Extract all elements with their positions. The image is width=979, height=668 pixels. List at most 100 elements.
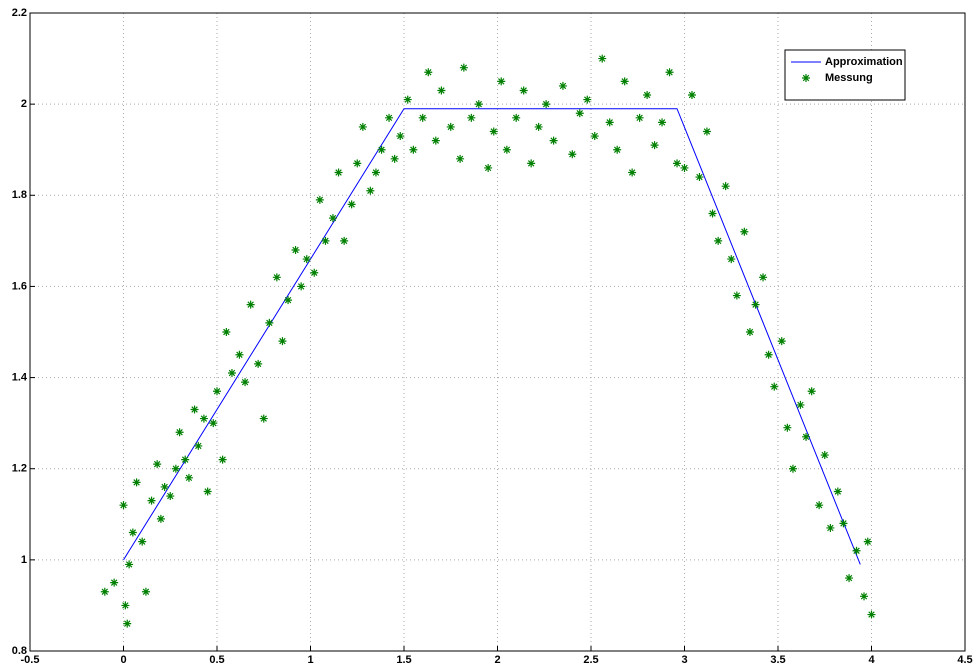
measurement-point bbox=[474, 100, 483, 109]
measurement-point bbox=[542, 100, 551, 109]
measurement-point bbox=[246, 300, 255, 309]
measurement-point bbox=[732, 291, 741, 300]
measurement-point bbox=[721, 182, 730, 191]
measurement-point bbox=[265, 318, 274, 327]
legend-label: Approximation bbox=[825, 56, 903, 68]
y-tick-label: 0.8 bbox=[12, 645, 27, 657]
measurement-point bbox=[759, 273, 768, 282]
measurement-point bbox=[396, 132, 405, 141]
x-tick-label: 3 bbox=[681, 654, 687, 666]
measurement-point bbox=[358, 122, 367, 131]
measurement-point bbox=[777, 337, 786, 346]
measurement-point bbox=[558, 81, 567, 90]
legend-box bbox=[784, 49, 906, 101]
measurement-point bbox=[727, 255, 736, 264]
measurement-point bbox=[171, 464, 180, 473]
measurement-point bbox=[153, 460, 162, 469]
measurement-point bbox=[100, 587, 109, 596]
measurement-point bbox=[839, 519, 848, 528]
x-tick-label: 1 bbox=[307, 654, 313, 666]
measurement-point bbox=[213, 387, 221, 396]
measurement-point bbox=[628, 168, 637, 177]
y-tick-label: 1.8 bbox=[12, 189, 27, 201]
measurement-point bbox=[418, 113, 427, 122]
measurement-point bbox=[605, 118, 614, 127]
measurement-point bbox=[860, 592, 869, 601]
measurement-point bbox=[209, 419, 218, 428]
y-tick-label: 2.2 bbox=[12, 7, 27, 19]
measurement-point bbox=[110, 578, 119, 587]
measurement-point bbox=[128, 528, 137, 537]
measurement-point bbox=[613, 145, 622, 154]
measurement-point bbox=[867, 610, 876, 619]
measurement-point bbox=[328, 214, 337, 223]
measurement-point bbox=[673, 159, 682, 168]
measurement-point bbox=[302, 255, 311, 264]
measurement-point bbox=[284, 296, 293, 305]
measurement-point bbox=[138, 537, 147, 546]
y-tick-label: 2 bbox=[21, 98, 27, 110]
measurement-point bbox=[489, 127, 498, 136]
measurement-point bbox=[714, 236, 723, 245]
measurement-point bbox=[431, 136, 440, 145]
measurement-point bbox=[484, 163, 493, 172]
y-tick-label: 1.4 bbox=[12, 371, 28, 383]
x-tick-label: 2 bbox=[494, 654, 500, 666]
measurement-point bbox=[371, 168, 380, 177]
measurement-point bbox=[199, 414, 208, 423]
measurement-point bbox=[643, 91, 652, 100]
measurement-point bbox=[635, 113, 644, 122]
measurement-point bbox=[166, 492, 175, 501]
measurement-point bbox=[222, 328, 231, 336]
measurement-point bbox=[297, 282, 306, 291]
measurement-point bbox=[227, 369, 236, 378]
measurement-point bbox=[826, 523, 835, 532]
measurement-point bbox=[235, 350, 244, 359]
x-tick-label: 1.5 bbox=[396, 654, 411, 666]
measurement-point bbox=[549, 136, 558, 145]
measurement-point bbox=[527, 159, 536, 168]
measurement-point bbox=[863, 537, 872, 546]
y-tick-label: 1 bbox=[21, 554, 27, 566]
measurement-point bbox=[807, 387, 816, 396]
measurement-point bbox=[456, 154, 465, 163]
measurement-point bbox=[123, 619, 132, 628]
measurement-point bbox=[147, 496, 156, 505]
x-tick-label: 0.5 bbox=[209, 654, 224, 666]
measurement-point bbox=[218, 455, 227, 464]
measurement-point bbox=[687, 91, 696, 100]
measurement-point bbox=[203, 487, 212, 496]
measurement-point bbox=[181, 455, 190, 464]
measurement-point bbox=[190, 405, 199, 414]
measurement-point bbox=[534, 122, 543, 131]
measurement-point bbox=[132, 478, 141, 487]
measurement-point bbox=[340, 236, 349, 245]
measurement-point bbox=[321, 236, 330, 245]
x-tick-label: 4 bbox=[868, 654, 875, 666]
measurement-point bbox=[291, 245, 300, 254]
measurement-point bbox=[680, 163, 689, 172]
measurement-point bbox=[184, 473, 193, 482]
measurement-point bbox=[259, 414, 268, 423]
measurement-point bbox=[377, 145, 386, 154]
measurement-point bbox=[708, 209, 717, 218]
measurement-point bbox=[310, 268, 319, 277]
measurement-point bbox=[568, 150, 577, 159]
measurement-point bbox=[852, 546, 861, 555]
measurement-point bbox=[121, 601, 130, 610]
measurement-point bbox=[160, 482, 169, 491]
measurement-point bbox=[695, 173, 704, 182]
measurement-point bbox=[820, 451, 829, 460]
measurement-point bbox=[467, 113, 476, 122]
measurement-point bbox=[194, 441, 203, 450]
measurement-point bbox=[353, 159, 362, 168]
measurement-point bbox=[366, 186, 375, 195]
measurement-point bbox=[745, 328, 754, 336]
measurement-point bbox=[278, 337, 287, 346]
measurement-point bbox=[437, 86, 446, 95]
measurement-point bbox=[598, 54, 607, 63]
measurement-point bbox=[802, 432, 811, 441]
x-tick-label: 4.5 bbox=[957, 654, 972, 666]
measurement-point bbox=[424, 68, 433, 77]
